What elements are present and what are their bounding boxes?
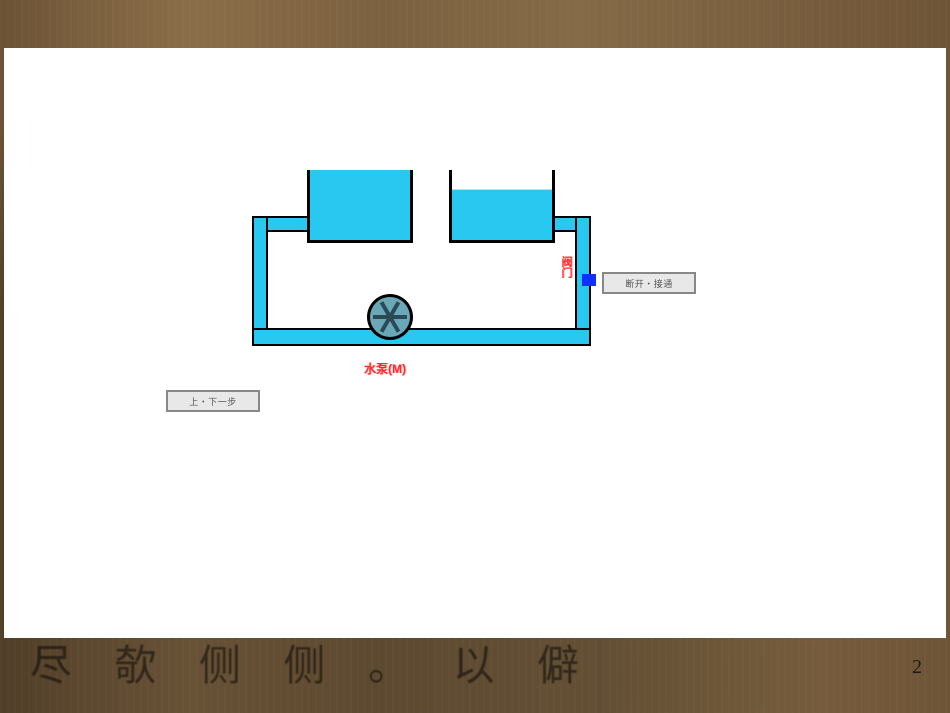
pump-label: 水泵(M) <box>364 360 406 377</box>
step-control-box[interactable]: 上・下一步 <box>166 390 260 412</box>
slide-body: 水泵(M) 阀门 断开・接通 上・下一步 <box>4 48 946 638</box>
page-number: 2 <box>912 656 922 679</box>
footer-calligraphy: 尽 欹 侧 侧 。 以 僻 <box>30 632 595 693</box>
valve-label: 阀门 <box>560 256 571 278</box>
valve-control-box[interactable]: 断开・接通 <box>602 272 696 294</box>
water-circuit-diagram: 水泵(M) 阀门 断开・接通 上・下一步 <box>162 170 692 410</box>
